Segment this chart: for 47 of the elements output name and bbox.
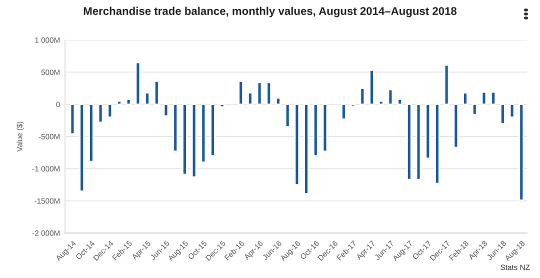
bar xyxy=(341,104,346,120)
bar xyxy=(378,100,384,106)
bar xyxy=(444,64,450,106)
bar xyxy=(360,88,366,106)
bar xyxy=(200,104,206,163)
bar xyxy=(500,104,506,124)
bar xyxy=(304,104,309,194)
bar xyxy=(406,104,412,180)
bar xyxy=(266,82,272,106)
bar xyxy=(172,104,178,152)
bar xyxy=(416,104,422,180)
bar xyxy=(481,91,487,106)
bar xyxy=(294,104,300,186)
bar xyxy=(248,92,253,106)
bar xyxy=(210,104,216,156)
bar xyxy=(126,98,132,106)
bar xyxy=(116,100,122,106)
bar xyxy=(256,82,262,106)
bar xyxy=(163,104,169,117)
bar xyxy=(462,92,468,106)
bar xyxy=(397,98,402,106)
bar xyxy=(182,104,188,176)
bar xyxy=(144,92,150,106)
bar xyxy=(453,104,459,148)
bar xyxy=(107,104,113,118)
bar xyxy=(284,104,290,128)
bar xyxy=(518,104,524,201)
bar xyxy=(369,70,374,106)
bar xyxy=(276,97,281,106)
bar xyxy=(322,104,328,152)
bar xyxy=(472,104,478,116)
bar xyxy=(70,104,76,135)
bar xyxy=(79,104,84,192)
bar xyxy=(98,104,104,124)
bar xyxy=(219,104,225,108)
bar xyxy=(312,104,318,156)
bar xyxy=(434,104,440,184)
bar xyxy=(238,80,244,106)
bar xyxy=(154,80,160,106)
chart-title: Merchandise trade balance, monthly values, August 2014–August 2018 xyxy=(84,6,457,18)
bar xyxy=(135,62,141,106)
bar xyxy=(490,91,496,106)
bar xyxy=(425,104,431,160)
bar xyxy=(191,104,197,178)
bar xyxy=(88,104,94,162)
bar xyxy=(388,88,394,106)
bar xyxy=(509,104,515,118)
